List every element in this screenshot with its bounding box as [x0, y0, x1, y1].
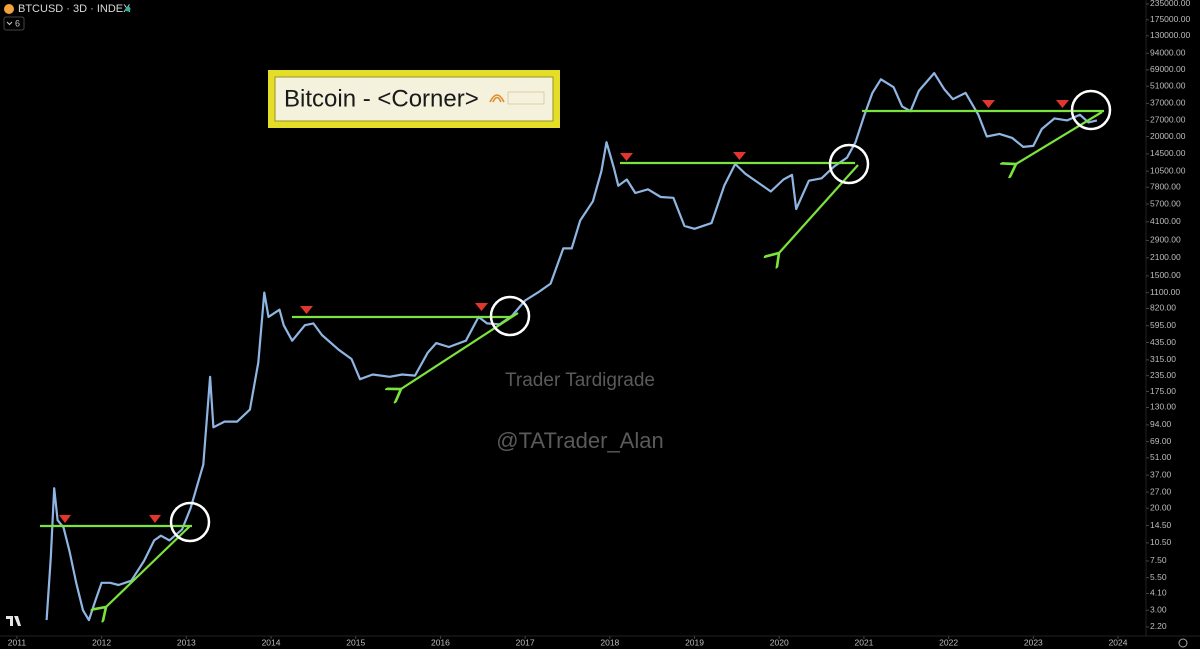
x-tick-label: 2023: [1024, 637, 1043, 647]
y-tick-label: 1100.00: [1150, 287, 1180, 297]
y-tick-label: 69000.00: [1150, 64, 1186, 74]
top-marker: [982, 100, 995, 108]
y-tick-label: 37000.00: [1150, 98, 1186, 108]
y-tick-label: 20.00: [1150, 502, 1172, 512]
y-tick-label: 175000.00: [1150, 14, 1190, 24]
y-tick-label: 175.00: [1150, 386, 1176, 396]
y-tick-label: 20000.00: [1150, 131, 1186, 141]
symbol-icon: [4, 4, 14, 14]
y-tick-label: 130000.00: [1150, 30, 1190, 40]
trend-arrow: [401, 312, 519, 389]
y-tick-label: 2.20: [1150, 621, 1167, 631]
y-tick-label: 94000.00: [1150, 48, 1186, 58]
title-box: [274, 76, 554, 122]
title-logo: [489, 94, 505, 103]
y-tick-label: 51000.00: [1150, 80, 1186, 90]
y-tick-label: 94.00: [1150, 419, 1172, 429]
y-tick-label: 27000.00: [1150, 115, 1186, 125]
y-tick-label: 69.00: [1150, 436, 1172, 446]
top-marker: [149, 515, 161, 523]
y-tick-label: 7800.00: [1150, 181, 1181, 191]
top-marker: [620, 153, 633, 161]
y-tick-label: 51.00: [1150, 452, 1172, 462]
status-dot: [125, 6, 131, 12]
watermark: Trader Tardigrade: [505, 370, 655, 391]
x-tick-label: 2022: [939, 637, 958, 647]
chart-title: Bitcoin - <Corner>: [284, 85, 479, 112]
y-tick-label: 5.50: [1150, 572, 1167, 582]
indicator-badge[interactable]: [3, 16, 25, 31]
x-tick-label: 2013: [177, 637, 196, 647]
chevron: [6, 21, 13, 26]
corner-circles: [169, 89, 1112, 543]
y-tick-label: 10.50: [1150, 537, 1172, 547]
y-tick-label: 130.00: [1150, 402, 1176, 412]
top-marker: [300, 306, 313, 314]
corner-circle: [1070, 89, 1112, 131]
corner-circle: [828, 143, 870, 185]
y-tick-label: 235.00: [1150, 370, 1176, 380]
y-tick-label: 2900.00: [1150, 235, 1181, 245]
y-tick-label: 2100.00: [1150, 252, 1181, 262]
y-tick-label: 14.50: [1150, 520, 1172, 530]
plot-area: [45, 72, 1098, 622]
y-tick-label: 14500.00: [1150, 148, 1186, 158]
drawings: [40, 109, 1104, 607]
y-tick-label: 235000.00: [1150, 0, 1190, 8]
y-tick-label: 595.00: [1150, 320, 1176, 330]
corner-circle: [169, 501, 211, 543]
y-tick-label: 1500.00: [1150, 270, 1181, 280]
top-marker: [475, 303, 488, 311]
x-tick-label: 2020: [770, 637, 789, 647]
x-tick-label: 2021: [854, 637, 873, 647]
y-tick-label: 4.10: [1150, 588, 1167, 598]
x-tick-label: 2016: [431, 637, 450, 647]
x-tick-label: 2012: [92, 637, 111, 647]
symbol-label: BTCUSD · 3D · INDEX: [18, 3, 131, 15]
x-tick-label: 2011: [8, 637, 27, 647]
y-tick-label: 27.00: [1150, 486, 1172, 496]
x-tick-label: 2014: [262, 637, 281, 647]
platform-logo: [6, 616, 21, 626]
title-logo-text: [507, 91, 545, 105]
trend-arrow: [1016, 111, 1103, 164]
settings-icon[interactable]: [1178, 638, 1188, 648]
trend-arrow: [779, 164, 859, 253]
y-tick-label: 435.00: [1150, 337, 1176, 347]
top-marker: [733, 152, 746, 160]
corner-circle: [489, 295, 531, 337]
x-tick-label: 2017: [516, 637, 535, 647]
trend-arrow: [106, 525, 191, 607]
y-tick-label: 3.00: [1150, 605, 1167, 615]
y-tick-label: 7.50: [1150, 555, 1167, 565]
y-tick-label: 4100.00: [1150, 216, 1181, 226]
top-marker: [1056, 100, 1069, 108]
x-tick-label: 2019: [685, 637, 704, 647]
top-marker: [59, 515, 71, 523]
y-tick-label: 315.00: [1150, 354, 1176, 364]
y-tick-label: 5700.00: [1150, 198, 1181, 208]
y-tick-label: 820.00: [1150, 303, 1176, 313]
y-tick-label: 37.00: [1150, 469, 1172, 479]
badge-count: 6: [15, 18, 20, 28]
price-line: [45, 72, 1098, 622]
watermark: @TATrader_Alan: [496, 428, 663, 453]
y-tick-label: 10500.00: [1150, 165, 1186, 175]
x-tick-label: 2015: [346, 637, 365, 647]
x-tick-label: 2018: [600, 637, 619, 647]
top-markers: [59, 100, 1069, 523]
x-tick-label: 2024: [1109, 637, 1128, 647]
